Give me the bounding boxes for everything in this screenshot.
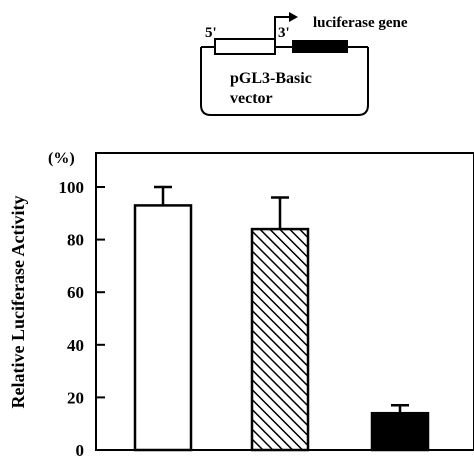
bar-3 <box>370 411 430 452</box>
promoter-box <box>214 38 276 55</box>
five-prime-label: 5' <box>205 25 217 41</box>
y-tick-label: 20 <box>67 388 84 407</box>
bar-1 <box>133 204 193 452</box>
y-tick-label: 100 <box>59 178 85 197</box>
y-tick-label: 40 <box>67 336 84 355</box>
luciferase-gene-label: luciferase gene <box>313 15 408 31</box>
y-axis-label: Relative Luciferase Activity <box>8 196 28 409</box>
three-prime-label: 3' <box>278 25 290 41</box>
y-tick-label: 60 <box>67 283 84 302</box>
vector-label-line2: vector <box>230 90 273 107</box>
luciferase-gene-box <box>292 40 348 53</box>
y-ticks: 0 20 40 60 80 100 <box>59 178 105 460</box>
vector-label-line1: pGL3-Basic <box>230 70 312 87</box>
transcription-arrow-head <box>289 12 298 22</box>
bars <box>133 185 430 452</box>
construct-diagram: 5' 3' luciferase gene pGL3-Basic vector <box>200 12 408 116</box>
y-tick-label: 0 <box>76 441 85 460</box>
y-unit-label: (%) <box>48 150 75 167</box>
transcription-start-arrow <box>274 16 290 39</box>
vector-outline <box>200 47 369 116</box>
bar-2 <box>250 227 310 452</box>
y-tick-label: 80 <box>67 231 84 250</box>
chart: (%) Relative Luciferase Activity 0 20 40 60… <box>8 150 474 460</box>
